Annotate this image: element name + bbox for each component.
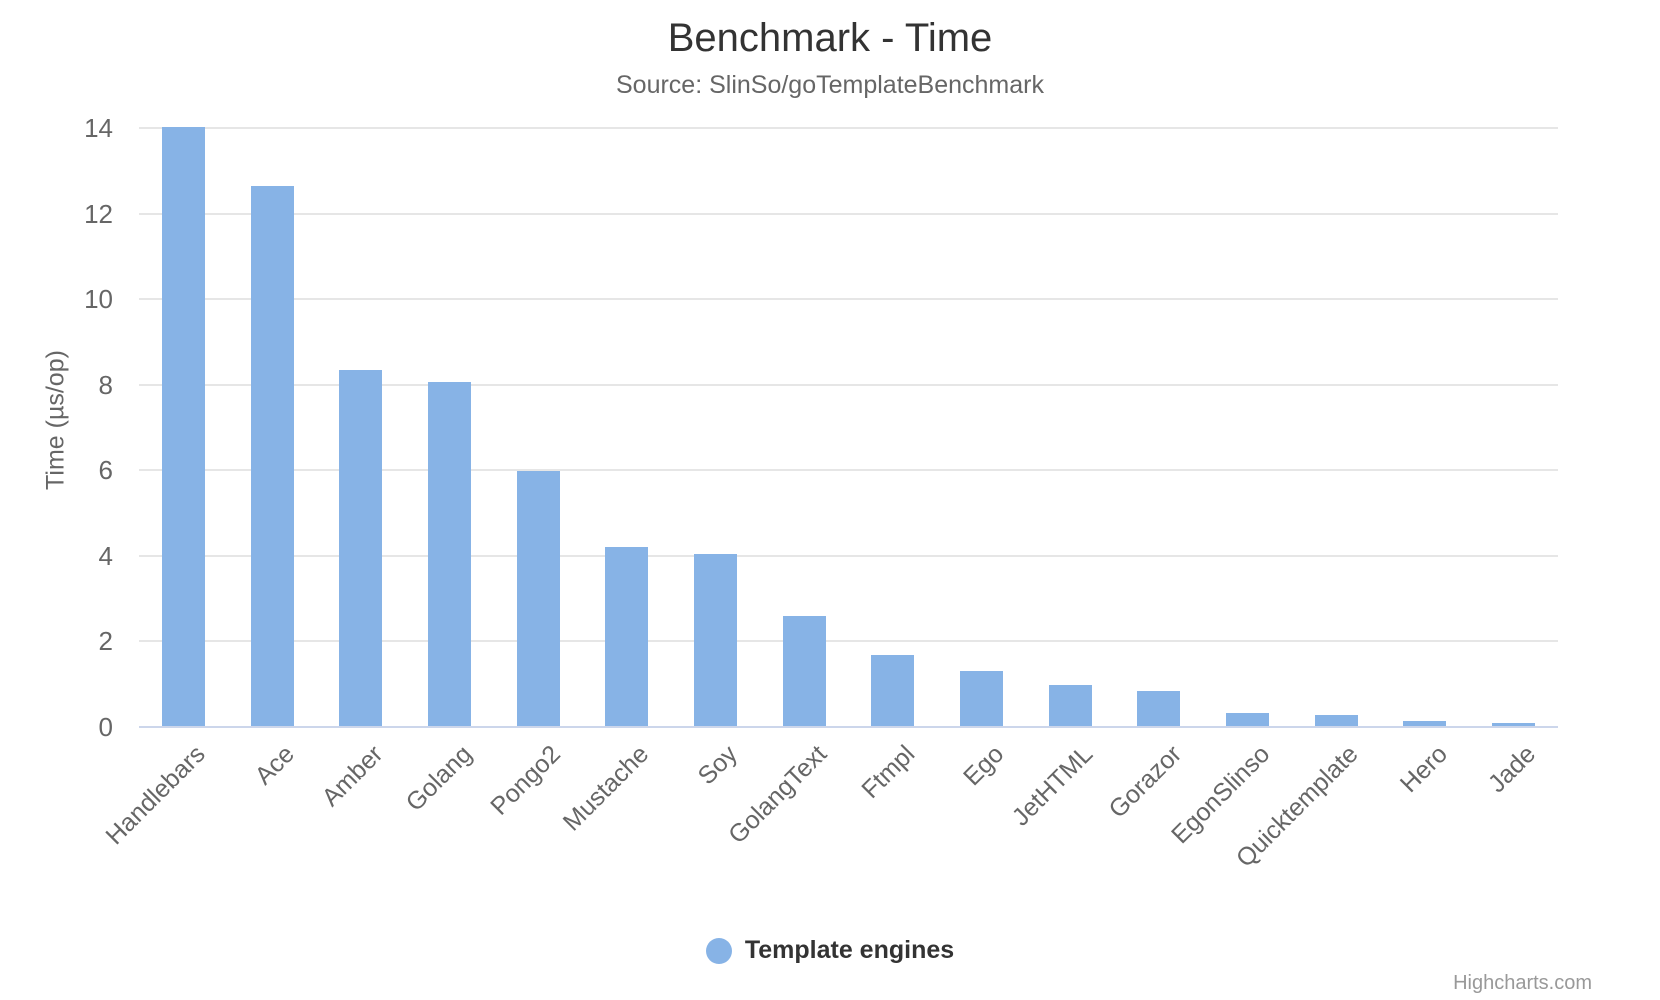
bar-amber[interactable] xyxy=(339,370,382,726)
y-tick-label-8: 8 xyxy=(98,370,113,400)
x-tick-label-handlebars: Handlebars xyxy=(100,740,212,851)
bar-hero[interactable] xyxy=(1403,721,1446,726)
gridline-y-10 xyxy=(139,298,1558,300)
gridline-y-4 xyxy=(139,555,1558,557)
bar-ace[interactable] xyxy=(251,186,294,726)
y-tick-label-14: 14 xyxy=(84,113,113,143)
bar-golangtext[interactable] xyxy=(783,616,826,726)
x-tick-label-jade: Jade xyxy=(1483,740,1542,799)
x-tick-label-jethtml: JetHTML xyxy=(1006,740,1099,832)
chart-title: Benchmark - Time xyxy=(667,16,993,60)
y-tick-label-2: 2 xyxy=(98,626,113,656)
bar-ftmpl[interactable] xyxy=(871,655,914,726)
gridline-y-6 xyxy=(139,469,1558,471)
bar-soy[interactable] xyxy=(694,554,737,726)
x-tick-label-gorazor: Gorazor xyxy=(1103,740,1187,824)
x-tick-label-pongo2: Pongo2 xyxy=(485,740,566,821)
bar-ego[interactable] xyxy=(960,671,1003,726)
x-tick-label-ftmpl: Ftmpl xyxy=(856,740,921,804)
bar-handlebars[interactable] xyxy=(162,127,205,726)
bar-gorazor[interactable] xyxy=(1137,691,1180,726)
x-tick-label-golang: Golang xyxy=(400,740,478,817)
bar-golang[interactable] xyxy=(428,382,471,726)
legend-item-label: Template engines xyxy=(744,936,955,964)
x-tick-label-soy: Soy xyxy=(692,740,744,791)
y-tick-label-6: 6 xyxy=(98,455,113,485)
bar-quicktemplate[interactable] xyxy=(1315,715,1358,726)
x-tick-label-mustache: Mustache xyxy=(558,740,655,837)
x-tick-label-hero: Hero xyxy=(1394,740,1453,799)
x-tick-label-ego: Ego xyxy=(958,740,1010,792)
gridline-y-12 xyxy=(139,213,1558,215)
bar-egonslinso[interactable] xyxy=(1226,713,1269,726)
gridline-y-2 xyxy=(139,640,1558,642)
legend: Template engines xyxy=(0,936,1660,965)
highcharts-credits-link[interactable]: Highcharts.com xyxy=(1453,972,1592,994)
legend-item-template-engines[interactable]: Template engines xyxy=(705,936,955,965)
y-tick-label-0: 0 xyxy=(98,712,113,742)
x-axis-line xyxy=(139,726,1558,728)
x-tick-label-ace: Ace xyxy=(249,740,300,791)
legend-marker-icon xyxy=(705,937,732,964)
y-tick-label-12: 12 xyxy=(84,199,113,229)
gridline-y-8 xyxy=(139,384,1558,386)
chart-subtitle: Source: SlinSo/goTemplateBenchmark xyxy=(615,71,1044,99)
y-tick-label-10: 10 xyxy=(84,284,113,314)
x-tick-label-amber: Amber xyxy=(316,740,389,812)
y-tick-label-4: 4 xyxy=(98,541,113,571)
bar-mustache[interactable] xyxy=(605,547,648,726)
gridline-y-14 xyxy=(139,127,1558,129)
bar-jethtml[interactable] xyxy=(1049,685,1092,726)
bar-jade[interactable] xyxy=(1492,723,1535,726)
bar-pongo2[interactable] xyxy=(517,471,560,726)
